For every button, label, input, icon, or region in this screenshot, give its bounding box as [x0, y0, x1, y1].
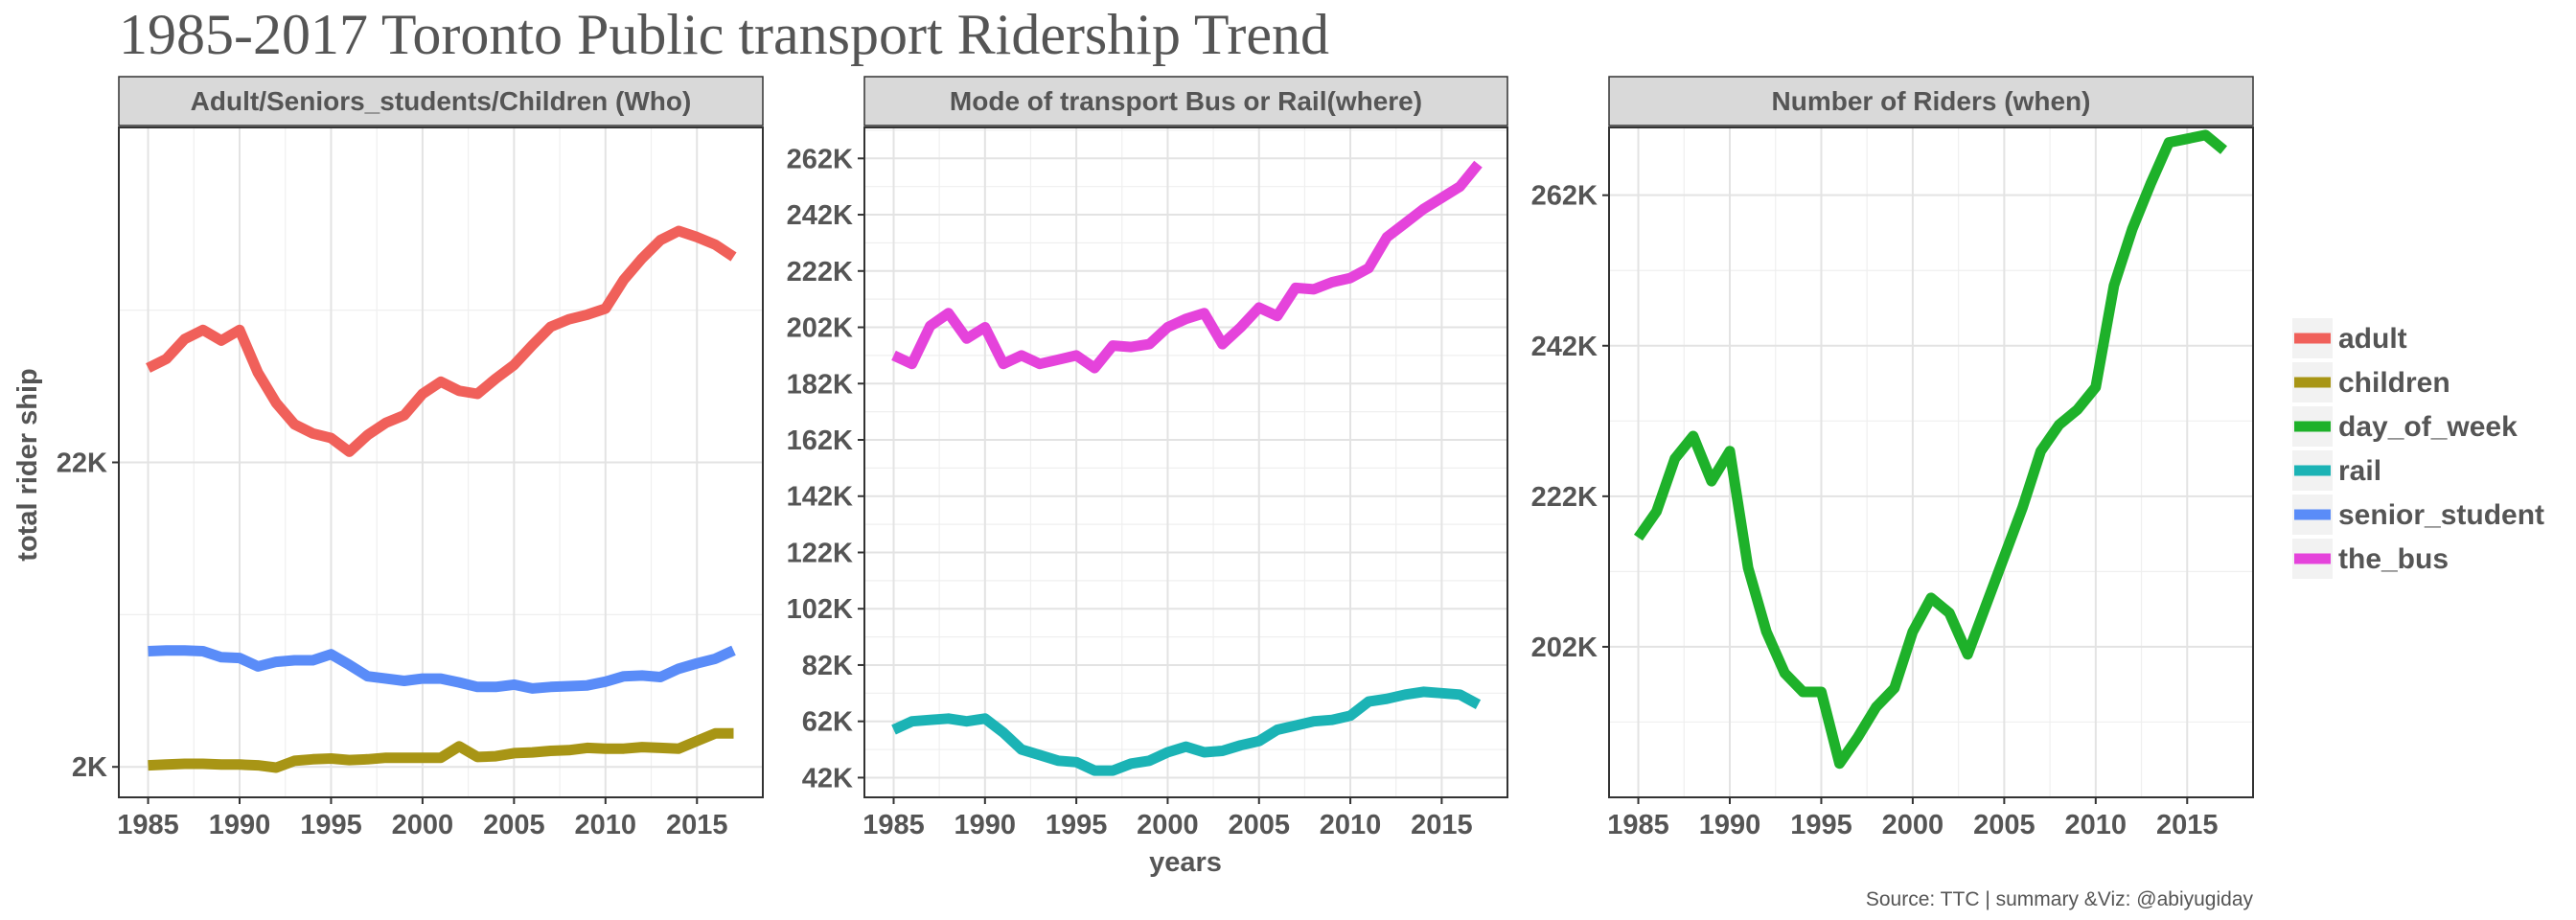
y-tick-label: 122K [787, 538, 853, 568]
y-tick-label: 42K [802, 763, 853, 794]
facet-strip-title: Mode of transport Bus or Rail(where) [950, 86, 1422, 116]
legend-item-adult: adult [2292, 318, 2407, 358]
x-tick-label: 2005 [483, 810, 545, 840]
x-tick-label: 1985 [1607, 810, 1669, 840]
x-tick-label: 1995 [300, 810, 362, 840]
y-tick-label: 242K [1531, 332, 1598, 362]
legend-item-day-of-week: day_of_week [2292, 406, 2518, 447]
facet-panel-1: Adult/Seniors_students/Children (Who) 198… [57, 76, 764, 840]
legend-item-children: children [2292, 362, 2450, 402]
x-tick-label: 2005 [1973, 810, 2036, 840]
y-axis-title: total rider ship [12, 368, 43, 561]
x-tick-label: 2010 [575, 810, 637, 840]
y-tick-label: 242K [787, 200, 853, 231]
x-tick-label: 1990 [954, 810, 1017, 840]
x-tick-label: 1995 [1790, 810, 1852, 840]
series-line-rail [891, 686, 1482, 776]
facet-panel-2: Mode of transport Bus or Rail(where) 1985… [787, 76, 1508, 840]
series-line-day-of-week [1633, 129, 2227, 770]
x-tick-label: 2005 [1228, 810, 1290, 840]
facet-panels: Adult/Seniors_students/Children (Who) 198… [57, 76, 2254, 840]
x-tick-label: 1990 [209, 810, 271, 840]
x-tick-label: 1990 [1699, 810, 1761, 840]
y-tick-label: 222K [1531, 482, 1598, 513]
y-tick-label: 162K [787, 426, 853, 456]
chart-title: 1985-2017 Toronto Public transport Rider… [119, 3, 1329, 66]
legend-label: adult [2338, 323, 2407, 355]
x-tick-label: 2010 [2065, 810, 2128, 840]
plot-background [864, 127, 1507, 797]
y-tick-label: 262K [1531, 181, 1598, 212]
y-tick-label: 222K [787, 257, 853, 288]
facet-strip [118, 76, 764, 126]
facet-strip [863, 76, 1508, 126]
y-tick-label: 182K [787, 369, 853, 400]
series-line-adult [146, 225, 737, 457]
facet-strip-title: Adult/Seniors_students/Children (Who) [191, 86, 692, 116]
series-line-senior-student [148, 645, 736, 694]
x-tick-label: 1985 [862, 810, 925, 840]
facet-strip [1608, 76, 2254, 126]
facet-panel-3: Number of Riders (when) 1985 1990 1995 2000 2… [1531, 76, 2254, 840]
x-tick-label: 2015 [666, 810, 728, 840]
y-tick-label: 202K [1531, 632, 1598, 663]
x-tick-label: 2000 [392, 810, 454, 840]
plot-background [1609, 127, 2253, 797]
y-tick-label: 62K [802, 707, 853, 738]
y-tick-label: 102K [787, 594, 853, 625]
y-tick-label: 202K [787, 313, 853, 344]
legend-label: day_of_week [2338, 411, 2518, 443]
panel-border [863, 126, 1508, 798]
legend-label: senior_student [2338, 499, 2544, 531]
y-tick-label: 2K [72, 752, 107, 783]
x-tick-label: 2010 [1320, 810, 1382, 840]
x-tick-label: 2015 [2156, 810, 2219, 840]
x-tick-label: 1985 [117, 810, 179, 840]
x-tick-label: 2015 [1411, 810, 1473, 840]
legend-label: rail [2338, 455, 2381, 487]
y-tick-label: 142K [787, 482, 853, 513]
x-tick-label: 2000 [1882, 810, 1944, 840]
x-tick-label: 1995 [1046, 810, 1108, 840]
series-line-children [148, 727, 734, 773]
caption: Source: TTC | summary &Viz: @abiyugiday [1866, 888, 2254, 910]
legend-item-senior-student: senior_student [2292, 494, 2544, 535]
legend-item-rail: rail [2292, 450, 2381, 491]
x-axis-title: years [1149, 847, 1222, 878]
legend-label: the_bus [2338, 543, 2449, 575]
series-line-the-bus [891, 160, 1483, 374]
y-tick-label: 22K [57, 448, 107, 479]
legend-item-the-bus: the_bus [2292, 539, 2449, 579]
legend-label: children [2338, 367, 2450, 399]
x-tick-label: 2000 [1137, 810, 1199, 840]
panel-border [1608, 126, 2254, 798]
y-tick-label: 262K [787, 144, 853, 174]
facet-strip-title: Number of Riders (when) [1772, 86, 2091, 116]
y-tick-label: 82K [802, 651, 853, 681]
